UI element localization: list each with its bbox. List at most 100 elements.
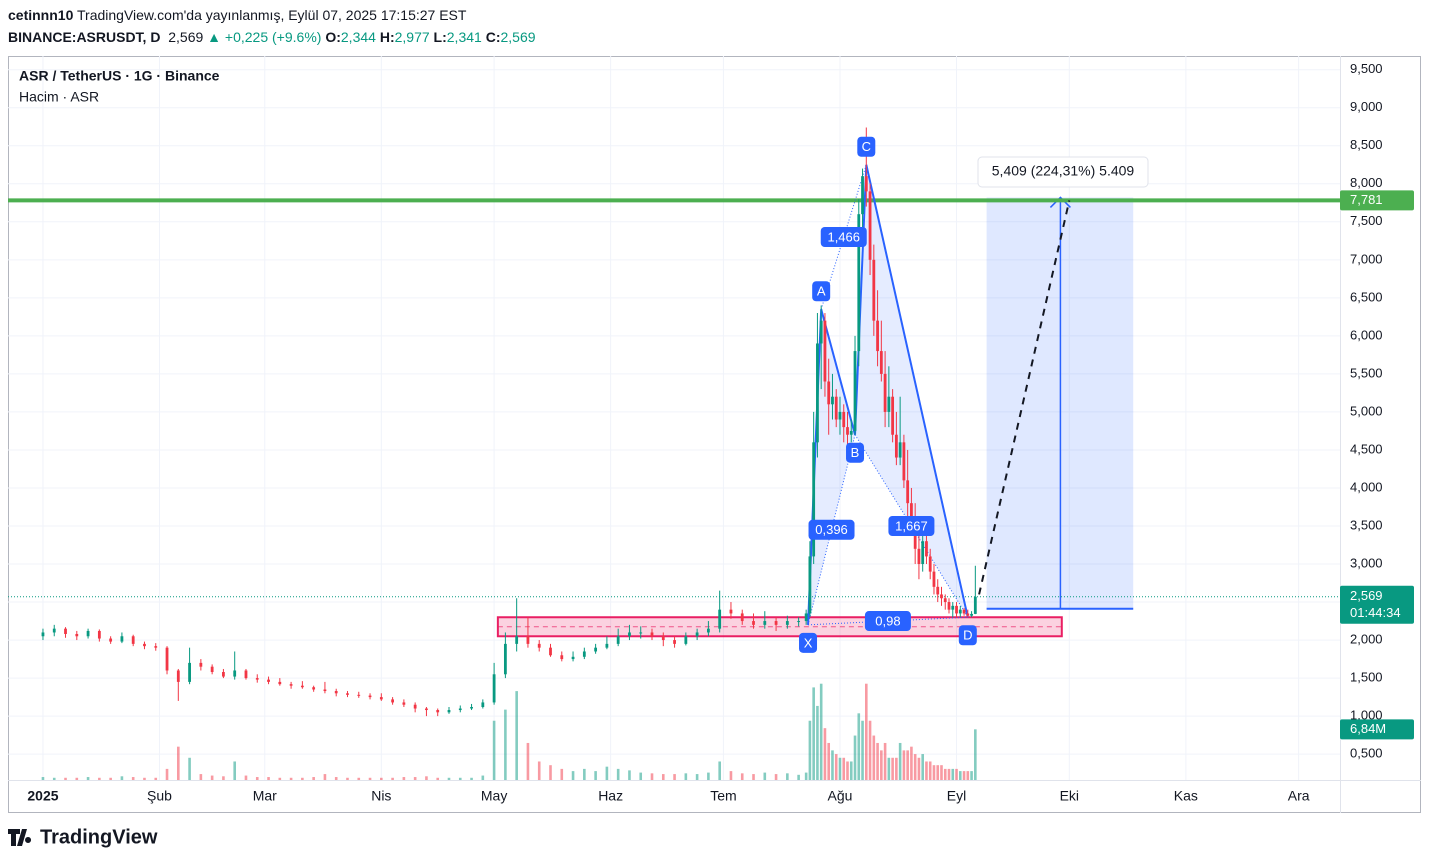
- ohlc-value: 2,344: [340, 29, 376, 45]
- candle-body: [244, 670, 248, 679]
- volume-bar: [823, 728, 827, 780]
- candle-body: [52, 628, 56, 633]
- volume-bar: [334, 777, 338, 780]
- candle-body: [804, 613, 808, 622]
- volume-bar: [492, 720, 496, 780]
- y-tick-label: 7,000: [1350, 251, 1383, 266]
- candle-body: [492, 674, 496, 703]
- volume-bar: [177, 746, 180, 780]
- x-tick-label: Nis: [371, 788, 391, 804]
- x-tick-label: Tem: [710, 788, 736, 804]
- candle-body: [928, 556, 932, 572]
- candle-body: [695, 632, 699, 637]
- volume-bar: [857, 713, 861, 780]
- pattern-point-label-box: [812, 281, 831, 302]
- x-tick-label: May: [481, 788, 507, 804]
- volume-bar: [804, 772, 808, 780]
- pattern-leg: [865, 164, 969, 618]
- pattern-point-label-box: [846, 442, 865, 463]
- volume-bar: [974, 729, 977, 780]
- volume-bar: [966, 771, 970, 780]
- candle-body: [906, 480, 910, 504]
- y-tick-label: 4,000: [1350, 479, 1383, 494]
- volume-bar: [504, 709, 507, 780]
- candle-body: [526, 636, 530, 644]
- candle-body: [913, 525, 917, 549]
- candle-body: [436, 710, 440, 713]
- volume-bar: [425, 776, 428, 780]
- x-tick-label: Eki: [1060, 788, 1079, 804]
- volume-bar: [41, 777, 45, 780]
- volume-bar: [831, 750, 834, 780]
- ohlc-value: 2,341: [446, 29, 482, 45]
- y-tick-label: 1,500: [1350, 670, 1383, 685]
- volume-bar: [267, 777, 270, 780]
- candle-body: [785, 621, 789, 625]
- last-price-label: 2,569: [1350, 588, 1383, 603]
- volume-bar: [368, 777, 372, 780]
- candle-body: [729, 609, 733, 614]
- volume-bar: [537, 761, 541, 780]
- candle-body: [639, 632, 643, 634]
- volume-bar: [846, 761, 849, 780]
- candle-body: [958, 609, 962, 614]
- candle-body: [808, 556, 812, 614]
- level-label: 7,781: [1350, 192, 1383, 207]
- x-tick-label: 2025: [27, 788, 58, 804]
- ohlc-label: C:: [485, 29, 501, 45]
- ohlc-label: L:: [433, 29, 447, 45]
- candle-body: [503, 643, 507, 675]
- candle-body: [819, 320, 823, 344]
- volume-bar: [921, 754, 924, 780]
- candle-body: [210, 666, 214, 673]
- volume-bar: [380, 777, 383, 780]
- x-tick-label: Haz: [598, 788, 623, 804]
- candle-body: [943, 598, 947, 603]
- candle-body: [222, 672, 225, 677]
- volume-bar: [947, 768, 951, 780]
- y-tick-label: 0,500: [1350, 746, 1383, 761]
- candle-body: [823, 320, 827, 382]
- candle-body: [853, 351, 857, 431]
- x-tick-label: Ara: [1288, 788, 1310, 804]
- candle-body: [391, 699, 394, 703]
- candle-body: [861, 176, 864, 215]
- volume-bar: [958, 771, 962, 780]
- volume-bar: [143, 777, 146, 780]
- pattern-point-label-box: [958, 625, 977, 646]
- volume-bar: [481, 775, 485, 780]
- candle-body: [402, 702, 406, 705]
- candle-body: [458, 708, 462, 711]
- candle-body: [932, 571, 936, 587]
- projection-label-box: [977, 156, 1149, 188]
- chart-frame: [8, 56, 1421, 813]
- pattern-leg: [854, 164, 868, 435]
- volume-bar: [849, 761, 853, 780]
- volume-bar: [650, 773, 654, 780]
- candle-body: [346, 693, 349, 695]
- pattern-ratio-label-box: [888, 515, 935, 536]
- volume-bar: [951, 768, 955, 780]
- volume-bar: [75, 777, 79, 780]
- candle-body: [684, 636, 688, 644]
- volume-bar: [526, 742, 530, 780]
- volume-bar: [413, 777, 417, 780]
- candle-body: [481, 702, 485, 707]
- volume-bar: [188, 757, 191, 780]
- volume-bar: [210, 775, 214, 780]
- volume-bar: [853, 735, 857, 780]
- last: 2,569: [168, 29, 204, 45]
- volume-bar: [289, 777, 293, 780]
- volume-bar: [661, 774, 665, 780]
- candle-body: [891, 396, 895, 435]
- pattern-point-label-box: [799, 632, 818, 653]
- chart-subtitle: Hacim · ASR: [19, 89, 99, 105]
- candle-body: [718, 609, 722, 629]
- volume-bar: [244, 775, 248, 780]
- volume-bar: [628, 770, 631, 780]
- volume-label-box: [1340, 719, 1414, 740]
- pattern-point-label: X: [804, 635, 813, 650]
- volume-bar: [52, 777, 56, 780]
- candle-body: [962, 609, 966, 614]
- candle-body: [233, 670, 237, 677]
